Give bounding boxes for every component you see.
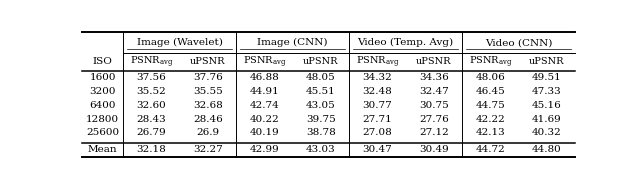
Text: 46.88: 46.88 <box>250 73 279 82</box>
Text: 32.60: 32.60 <box>136 101 166 110</box>
Text: 1600: 1600 <box>90 73 116 82</box>
Text: 42.74: 42.74 <box>250 101 279 110</box>
Text: 3200: 3200 <box>90 87 116 96</box>
Text: 43.03: 43.03 <box>306 145 336 154</box>
Text: PSNR$_{\mathregular{avg}}$: PSNR$_{\mathregular{avg}}$ <box>356 54 399 70</box>
Text: uPSNR: uPSNR <box>416 58 452 66</box>
Text: 41.69: 41.69 <box>532 115 562 124</box>
Text: 12800: 12800 <box>86 115 120 124</box>
Text: 27.12: 27.12 <box>419 128 449 137</box>
Text: 35.52: 35.52 <box>136 87 166 96</box>
Text: 40.22: 40.22 <box>250 115 279 124</box>
Text: 30.75: 30.75 <box>419 101 449 110</box>
Text: 47.33: 47.33 <box>532 87 562 96</box>
Text: 44.80: 44.80 <box>532 145 562 154</box>
Text: 46.45: 46.45 <box>476 87 505 96</box>
Text: 30.77: 30.77 <box>362 101 392 110</box>
Text: 44.75: 44.75 <box>476 101 505 110</box>
Text: 45.51: 45.51 <box>306 87 336 96</box>
Text: ISO: ISO <box>93 58 113 66</box>
Text: Mean: Mean <box>88 145 118 154</box>
Text: 32.27: 32.27 <box>193 145 223 154</box>
Text: 32.47: 32.47 <box>419 87 449 96</box>
Text: PSNR$_{\mathregular{avg}}$: PSNR$_{\mathregular{avg}}$ <box>243 54 286 70</box>
Text: 48.05: 48.05 <box>306 73 336 82</box>
Text: 32.18: 32.18 <box>136 145 166 154</box>
Text: 6400: 6400 <box>90 101 116 110</box>
Text: 39.75: 39.75 <box>306 115 336 124</box>
Text: 34.36: 34.36 <box>419 73 449 82</box>
Text: Image (CNN): Image (CNN) <box>257 38 328 47</box>
Text: 27.71: 27.71 <box>362 115 392 124</box>
Text: 44.91: 44.91 <box>250 87 279 96</box>
Text: 40.19: 40.19 <box>250 128 279 137</box>
Text: uPSNR: uPSNR <box>190 58 226 66</box>
Text: 28.46: 28.46 <box>193 115 223 124</box>
Text: Video (CNN): Video (CNN) <box>485 38 552 47</box>
Text: Image (Wavelet): Image (Wavelet) <box>137 38 223 47</box>
Text: 48.06: 48.06 <box>476 73 505 82</box>
Text: 38.78: 38.78 <box>306 128 336 137</box>
Text: 40.32: 40.32 <box>532 128 562 137</box>
Text: 44.72: 44.72 <box>476 145 505 154</box>
Text: PSNR$_{\mathregular{avg}}$: PSNR$_{\mathregular{avg}}$ <box>130 54 173 70</box>
Text: 27.76: 27.76 <box>419 115 449 124</box>
Text: uPSNR: uPSNR <box>529 58 564 66</box>
Text: 32.48: 32.48 <box>362 87 392 96</box>
Text: 49.51: 49.51 <box>532 73 562 82</box>
Text: 25600: 25600 <box>86 128 120 137</box>
Text: 35.55: 35.55 <box>193 87 223 96</box>
Text: 34.32: 34.32 <box>362 73 392 82</box>
Text: 43.05: 43.05 <box>306 101 336 110</box>
Text: 42.22: 42.22 <box>476 115 505 124</box>
Text: 30.47: 30.47 <box>362 145 392 154</box>
Text: 30.49: 30.49 <box>419 145 449 154</box>
Text: uPSNR: uPSNR <box>303 58 339 66</box>
Text: 28.43: 28.43 <box>136 115 166 124</box>
Text: 26.9: 26.9 <box>196 128 220 137</box>
Text: PSNR$_{\mathregular{avg}}$: PSNR$_{\mathregular{avg}}$ <box>468 54 512 70</box>
Text: 32.68: 32.68 <box>193 101 223 110</box>
Text: 42.13: 42.13 <box>476 128 505 137</box>
Text: 42.99: 42.99 <box>250 145 279 154</box>
Text: 27.08: 27.08 <box>362 128 392 137</box>
Text: 37.56: 37.56 <box>136 73 166 82</box>
Text: Video (Temp. Avg): Video (Temp. Avg) <box>358 38 454 47</box>
Text: 45.16: 45.16 <box>532 101 562 110</box>
Text: 26.79: 26.79 <box>136 128 166 137</box>
Text: 37.76: 37.76 <box>193 73 223 82</box>
